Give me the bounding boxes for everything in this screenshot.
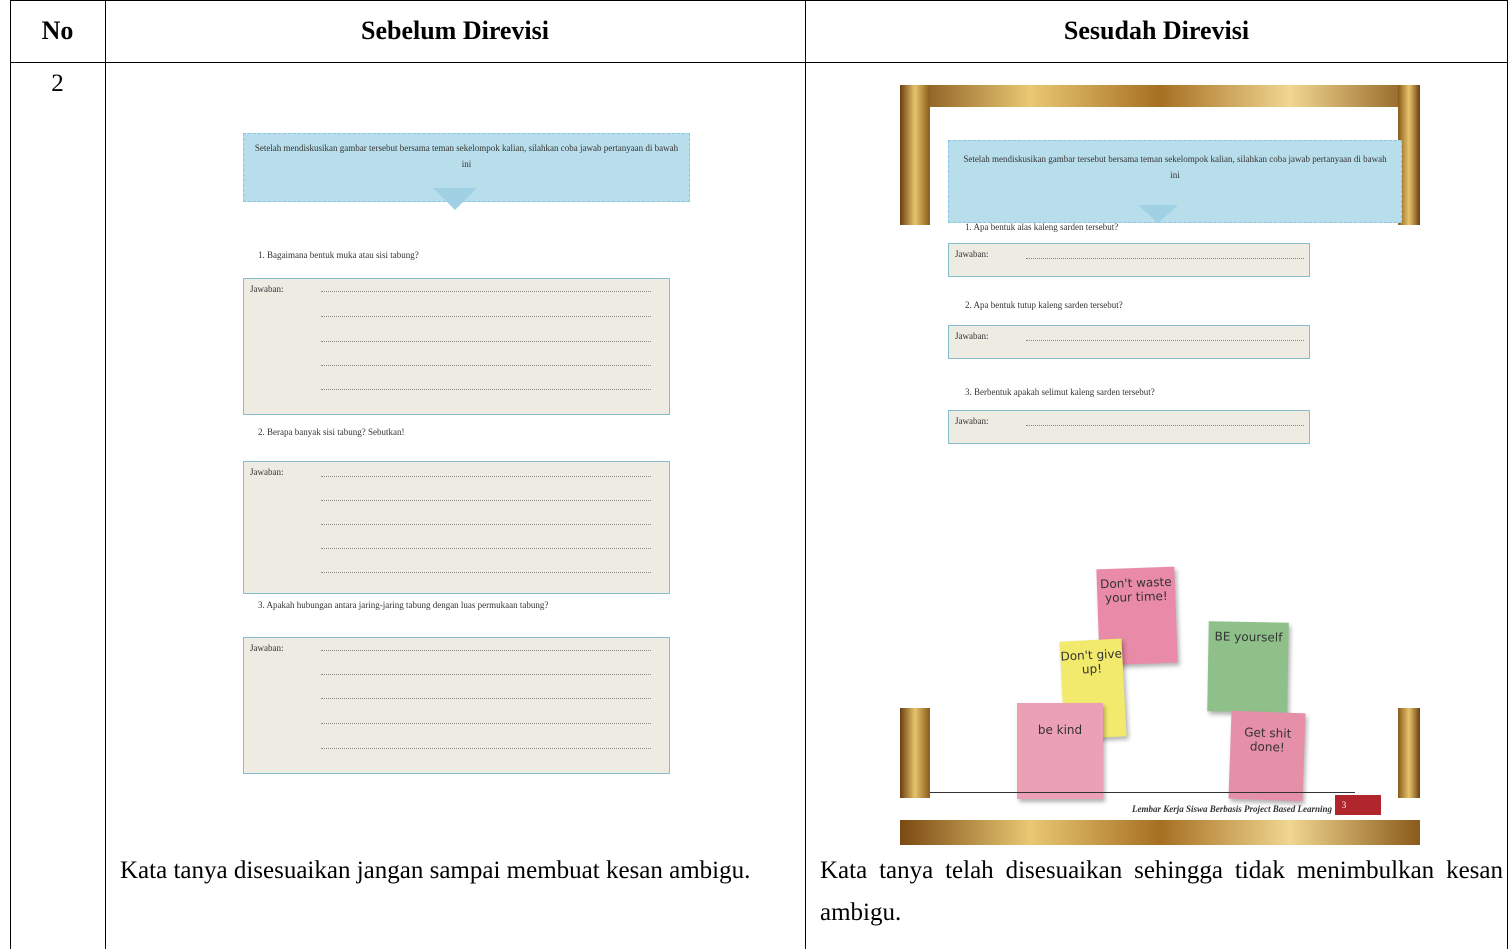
answer-label: Jawaban: [250,284,284,294]
question: 1. Bagaimana bentuk muka atau sisi tabun… [258,250,419,260]
header-cell: No [41,16,74,45]
table-border [10,0,1508,1]
frame [1398,85,1420,225]
answer-line [321,674,651,675]
answer-box: Jawaban: [243,461,670,594]
answer-line [321,476,651,477]
frame [900,820,1420,845]
revision-note: Kata tanya telah disesuaikan sehingga ti… [820,857,1503,926]
answer-line [321,572,651,573]
page-number: 3 [1335,795,1353,815]
answer-line [321,748,651,749]
footer-rule [930,792,1355,793]
table-border [105,0,106,949]
question: 2. Apa bentuk tutup kaleng sarden terseb… [965,300,1123,310]
answer-box: Jawaban: [948,243,1310,277]
answer-box: Jawaban: [948,325,1310,359]
answer-box: Jawaban: [243,278,670,415]
answer-line [321,548,651,549]
answer-line [321,365,651,366]
footer-text: Lembar Kerja Siswa Berbasis Project Base… [1131,804,1332,814]
question: 1. Apa bentuk alas kaleng sarden tersebu… [965,222,1119,232]
question: 3. Berbentuk apakah selimut kaleng sarde… [965,387,1155,397]
table-border [805,0,806,949]
answer-label: Jawaban: [955,331,989,341]
question: 2. Berapa banyak sisi tabung? Sebutkan! [258,427,405,437]
frame [900,85,930,225]
answer-line [321,341,651,342]
header-cell: Sebelum Direvisi [360,16,550,45]
arrow [433,188,477,210]
answer-line [321,291,651,292]
sticky-note: BE yourself [1207,621,1289,713]
answer-line [1026,340,1304,341]
footer-bar [1353,795,1381,815]
row-number: 2 [51,70,64,97]
answer-label: Jawaban: [250,643,284,653]
sticky-note: Get shit done! [1228,710,1306,802]
answer-box: Jawaban: [948,410,1310,444]
header-cell: Sesudah Direvisi [1063,16,1250,45]
table-border [10,0,11,949]
answer-label: Jawaban: [250,467,284,477]
question: 3. Apakah hubungan antara jaring-jaring … [258,600,549,610]
sticky-note: be kind [1017,703,1103,799]
answer-label: Jawaban: [955,249,989,259]
answer-label: Jawaban: [955,416,989,426]
answer-line [1026,425,1304,426]
answer-box: Jawaban: [243,637,670,774]
answer-line [321,698,651,699]
answer-line [1026,258,1304,259]
arrow [1138,205,1178,223]
answer-line [321,389,651,390]
answer-line [321,723,651,724]
revision-note: Kata tanya disesuaikan jangan sampai mem… [120,857,751,884]
table-border [10,62,1508,63]
frame [900,85,1420,107]
frame [1398,708,1420,798]
frame [900,708,930,798]
answer-line [321,650,651,651]
answer-line [321,316,651,317]
answer-line [321,500,651,501]
answer-line [321,524,651,525]
